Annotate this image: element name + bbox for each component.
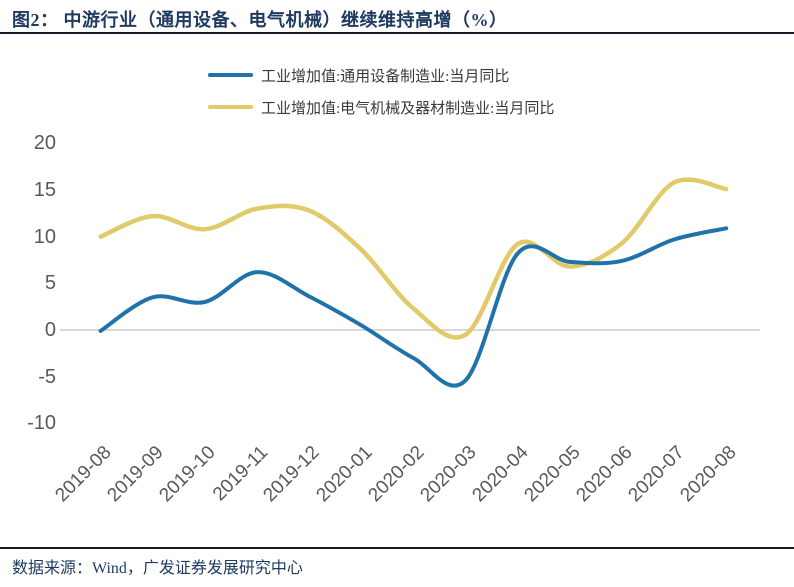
source-note: 数据来源：Wind，广发证券发展研究中心: [12, 560, 303, 577]
legend-item-electrical-machinery: 工业增加值:电气机械及器材制造业:当月同比: [208, 96, 554, 118]
line-chart: [60, 177, 760, 388]
y-tick-label: 0: [44, 319, 56, 341]
y-tick-label: 5: [44, 272, 56, 295]
y-tick-label: 15: [33, 179, 56, 201]
y-tick-label: 20: [33, 132, 56, 155]
footer-divider: [0, 547, 794, 549]
legend-label-general-equipment: 工业增加值:通用设备制造业:当月同比: [261, 68, 510, 85]
series-line-general-equipment: [98, 226, 729, 388]
legend-line-swatch-blue: [208, 73, 253, 77]
y-tick-label: -10: [27, 412, 56, 435]
y-tick-label: 10: [33, 225, 56, 248]
title-divider: [0, 32, 794, 34]
legend-item-general-equipment: 工业增加值:通用设备制造业:当月同比: [208, 64, 554, 86]
chart-legend: 工业增加值:通用设备制造业:当月同比 工业增加值:电气机械及器材制造业:当月同比: [208, 64, 554, 128]
legend-line-swatch-yellow: [208, 105, 253, 109]
legend-label-electrical-machinery: 工业增加值:电气机械及器材制造业:当月同比: [261, 100, 555, 117]
series-line-electrical-machinery: [98, 177, 729, 340]
y-tick-label: -5: [38, 365, 56, 388]
figure-title: 图2： 中游行业（通用设备、电气机械）继续维持高增（%）: [12, 10, 508, 30]
